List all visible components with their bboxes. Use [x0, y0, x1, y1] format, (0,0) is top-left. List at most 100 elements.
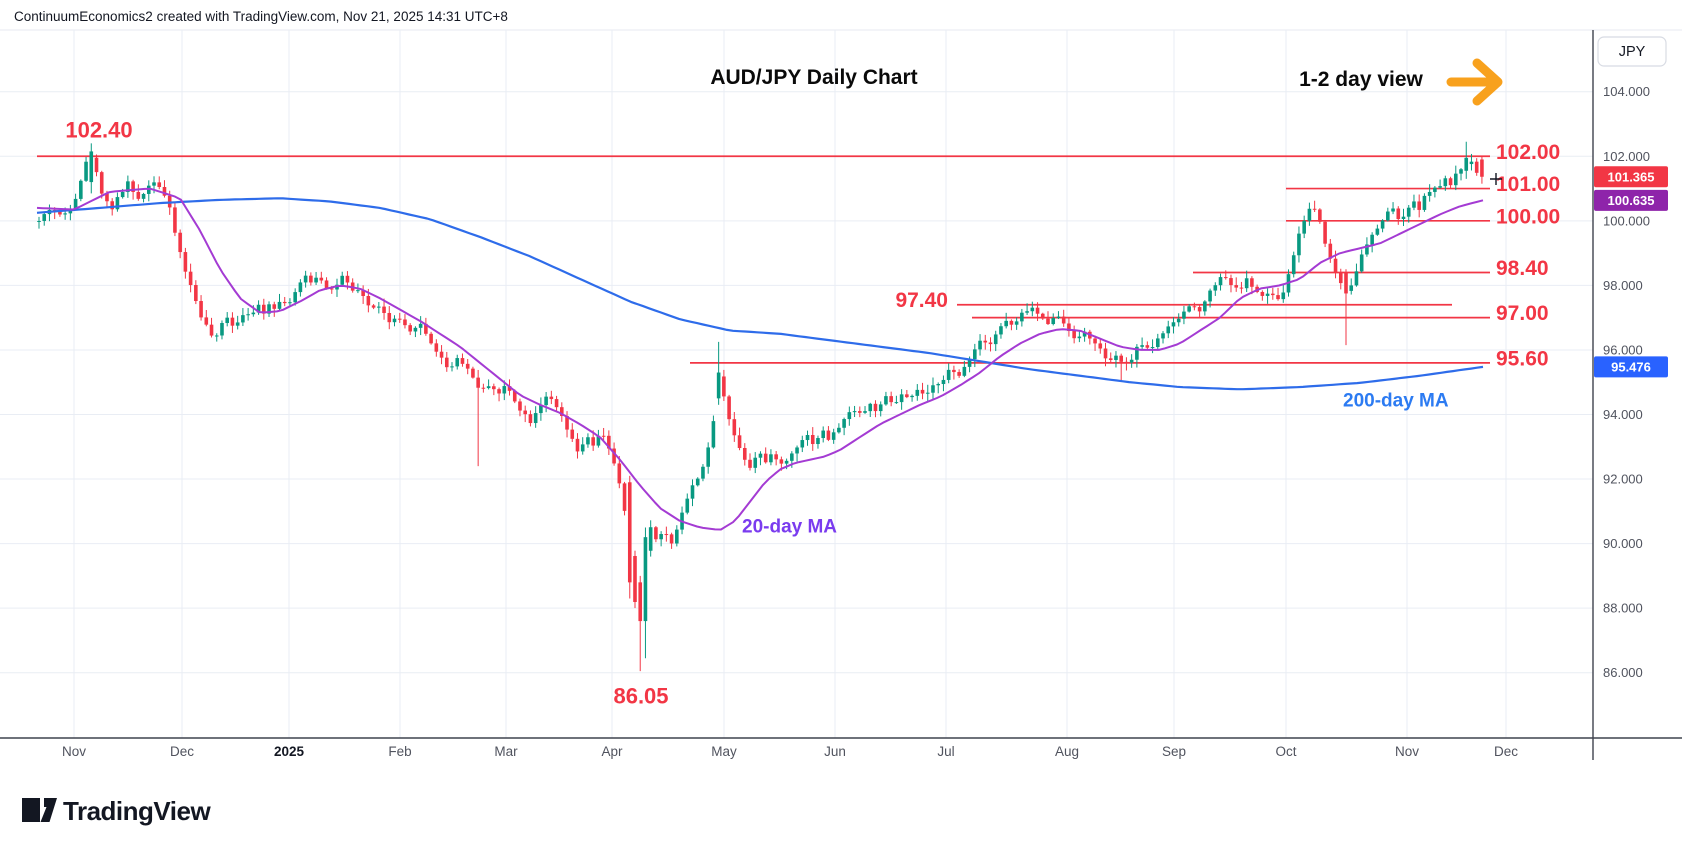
candle-body — [1197, 307, 1202, 312]
time-tick-label: Sep — [1162, 744, 1186, 759]
candle-body — [826, 430, 831, 440]
candle-body — [983, 340, 988, 343]
candle-body — [1030, 307, 1035, 312]
candle-body — [434, 343, 439, 352]
price-tick-label: 94.000 — [1603, 407, 1643, 422]
candle-body — [1046, 318, 1050, 325]
candle-body — [779, 459, 784, 464]
candle-body — [481, 387, 486, 389]
candle-body — [282, 301, 287, 304]
candle-body — [262, 304, 266, 314]
candle-body — [413, 327, 418, 332]
support-resistance-label: 102.00 — [1496, 141, 1560, 164]
candle-body — [1166, 326, 1171, 334]
support-resistance-label: 100.00 — [1496, 205, 1560, 228]
tradingview-logo-text: TradingView — [63, 796, 211, 826]
candle-body — [1067, 323, 1071, 332]
candle-body — [1469, 161, 1474, 165]
candle-body — [1239, 287, 1244, 289]
ma200-line[interactable] — [36, 197, 1484, 391]
price-badge-label: 101.365 — [1608, 169, 1655, 184]
candle-body — [183, 252, 188, 272]
moving-average-layer[interactable] — [36, 187, 1484, 531]
candle-body — [690, 485, 695, 499]
candle-body — [1323, 221, 1327, 244]
candle-body — [1297, 233, 1301, 256]
candle-body — [397, 318, 402, 320]
price-badge — [1594, 356, 1668, 378]
price-badge-label: 95.476 — [1611, 359, 1651, 374]
time-tick-label: Jun — [824, 744, 846, 759]
candle-body — [89, 151, 94, 183]
candle-body — [1344, 272, 1348, 294]
candle-body — [1093, 338, 1097, 344]
candle-body — [1422, 195, 1427, 210]
candle-body — [251, 312, 256, 315]
candle-body — [309, 275, 313, 283]
price-tick-label: 104.000 — [1603, 84, 1650, 99]
price-tick-label: 88.000 — [1603, 601, 1643, 616]
candle-body — [627, 482, 632, 583]
candle-body — [795, 447, 799, 454]
candle-body — [162, 186, 167, 196]
candle-body — [722, 376, 726, 397]
tradingview-logo[interactable]: TradingView — [22, 796, 212, 826]
candlestick-series[interactable] — [37, 141, 1484, 672]
candle-body — [528, 414, 533, 424]
candle-body — [554, 399, 559, 408]
candle-body — [1359, 254, 1364, 272]
ma20-line[interactable] — [36, 187, 1484, 531]
candle-body — [492, 386, 496, 390]
candle-body — [1161, 333, 1165, 339]
candle-body — [450, 366, 454, 368]
candle-body — [209, 324, 214, 336]
candle-body — [1265, 293, 1270, 296]
candle-body — [1291, 255, 1296, 275]
time-tick-label: Aug — [1055, 744, 1079, 759]
candle-body — [1182, 311, 1186, 319]
candle-body — [99, 172, 104, 194]
candle-body — [1218, 277, 1223, 286]
candle-body — [1155, 338, 1160, 348]
candle-body — [1260, 291, 1265, 296]
candle-body — [1386, 211, 1390, 221]
candle-body — [716, 372, 721, 399]
candle-body — [852, 411, 857, 413]
axes-layer[interactable]: 104.000 102.000 100.000 98.000 96.000 94.000 9… — [0, 30, 1682, 760]
candle-body — [988, 342, 993, 345]
candle-body — [1338, 272, 1343, 284]
candle-body — [377, 306, 381, 308]
candle-body — [84, 161, 88, 181]
candle-body — [659, 534, 663, 540]
candle-body — [1438, 186, 1442, 188]
candle-body — [533, 413, 538, 424]
candle-body — [1072, 331, 1076, 339]
candle-body — [324, 280, 329, 289]
candle-body — [256, 304, 261, 313]
candle-body — [701, 466, 705, 479]
candle-body — [633, 556, 637, 603]
currency-axis-button[interactable]: JPY — [1597, 36, 1667, 67]
candle-body — [502, 386, 507, 394]
candle-body — [831, 432, 836, 440]
candle-body — [1365, 244, 1369, 255]
candle-body — [288, 302, 292, 304]
candle-body — [272, 304, 277, 309]
candle-body — [314, 277, 318, 283]
candle-body — [784, 460, 789, 464]
time-tick-label: Oct — [1275, 744, 1296, 759]
candle-body — [518, 401, 522, 411]
candle-body — [1244, 278, 1249, 289]
candle-body — [1150, 347, 1155, 349]
candle-body — [73, 198, 78, 210]
candle-body — [607, 435, 611, 449]
support-resistance-label: 101.00 — [1496, 173, 1560, 196]
candle-body — [298, 282, 303, 293]
price-tick-label: 102.000 — [1603, 149, 1650, 164]
candle-body — [1203, 301, 1207, 312]
candle-body — [1448, 178, 1453, 186]
candle-body — [1103, 348, 1108, 359]
chart-annotation: 86.05 — [613, 684, 668, 709]
candle-body — [173, 207, 177, 233]
candle-body — [1480, 159, 1484, 177]
